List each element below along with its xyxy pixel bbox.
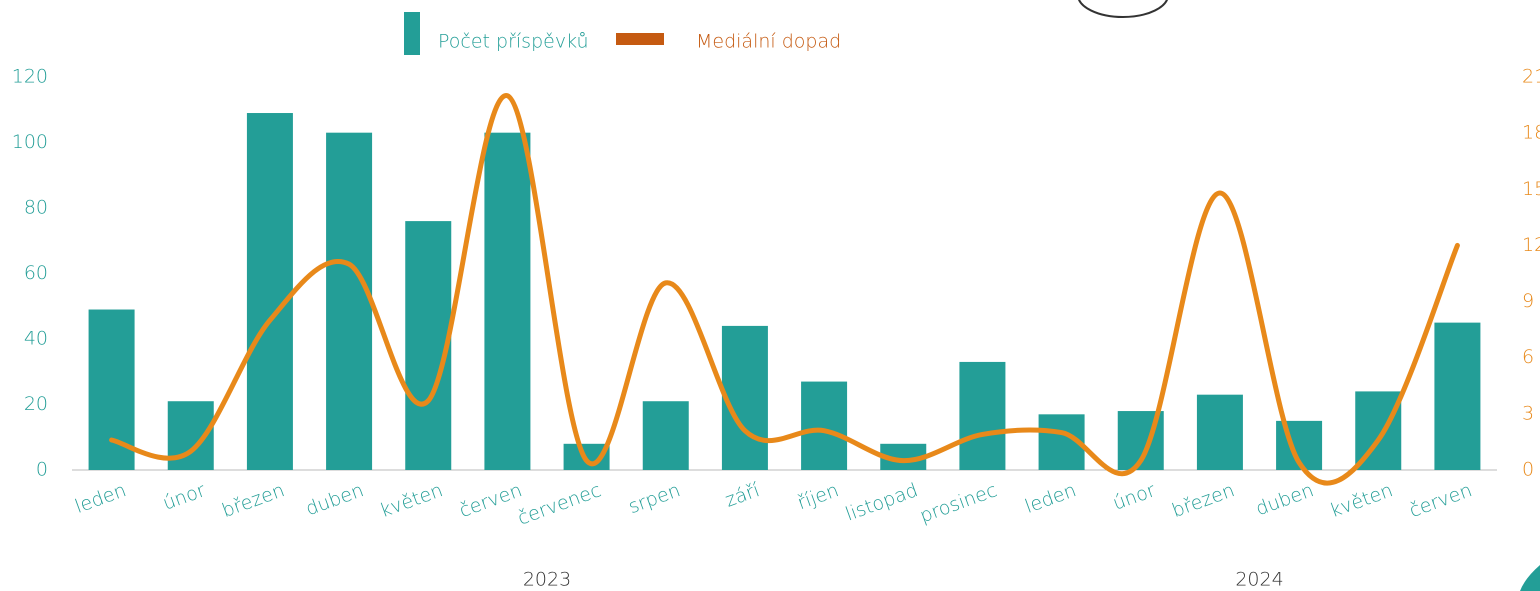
bar [801, 381, 848, 470]
x-tick-label: září [722, 479, 763, 512]
x-tick-label: prosinec [917, 479, 1000, 527]
x-tick-label: duben [303, 479, 367, 520]
bar [405, 221, 452, 470]
y-tick-label: 120 [12, 66, 48, 88]
y-tick-label: 0 [36, 459, 48, 481]
y2-tick-label: 6 [1522, 346, 1534, 368]
x-tick-label: březen [1169, 479, 1237, 522]
x-tick-label: červenec [515, 479, 604, 529]
y2-tick-label: 9 [1522, 290, 1534, 312]
bar [721, 325, 768, 470]
y-tick-label: 100 [12, 131, 48, 153]
x-tick-label: květen [1327, 479, 1396, 522]
y2-tick-label: 18 [1522, 122, 1540, 144]
x-tick-label: srpen [626, 479, 684, 518]
x-tick-label: červen [1406, 479, 1475, 522]
x-tick-label: únor [1110, 479, 1159, 515]
year-label: 2023 [523, 569, 571, 591]
bar [326, 132, 373, 471]
x-tick-label: leden [1022, 479, 1079, 518]
y-tick-label: 80 [24, 197, 48, 219]
bar [484, 132, 531, 471]
y2-tick-label: 12 [1522, 234, 1540, 256]
legend-swatch [616, 33, 664, 45]
legend-label: Počet příspěvků [438, 31, 589, 53]
legend-label: Mediální dopad [696, 31, 841, 53]
decoration [1520, 565, 1540, 591]
y2-tick-label: 0 [1522, 459, 1534, 481]
y2-tick-label: 21 [1522, 66, 1540, 88]
x-tick-label: říjen [795, 479, 842, 514]
x-tick-label: duben [1253, 479, 1317, 520]
y-tick-label: 40 [24, 328, 48, 350]
x-tick-label: únor [160, 479, 209, 515]
y2-tick-label: 3 [1522, 402, 1534, 424]
decoration [1078, 0, 1168, 18]
x-tick-label: květen [377, 479, 446, 522]
x-tick-label: listopad [843, 479, 921, 525]
x-tick-label: leden [72, 479, 129, 518]
bar [642, 401, 689, 470]
y-tick-label: 60 [24, 262, 48, 284]
bar [1196, 394, 1243, 470]
bar [246, 113, 293, 471]
bar [1434, 322, 1481, 470]
legend-swatch [404, 12, 420, 55]
y-tick-label: 20 [24, 393, 48, 415]
line [109, 93, 1460, 486]
year-label: 2024 [1235, 569, 1283, 591]
y2-tick-label: 15 [1522, 178, 1540, 200]
bar [959, 361, 1006, 470]
x-tick-label: březen [219, 479, 287, 522]
x-tick-label: červen [456, 479, 525, 522]
